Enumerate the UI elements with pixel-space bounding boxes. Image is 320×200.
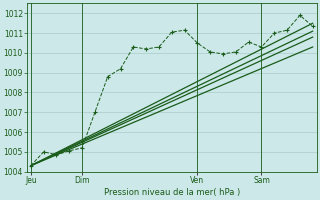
X-axis label: Pression niveau de la mer( hPa ): Pression niveau de la mer( hPa ) [104,188,240,197]
